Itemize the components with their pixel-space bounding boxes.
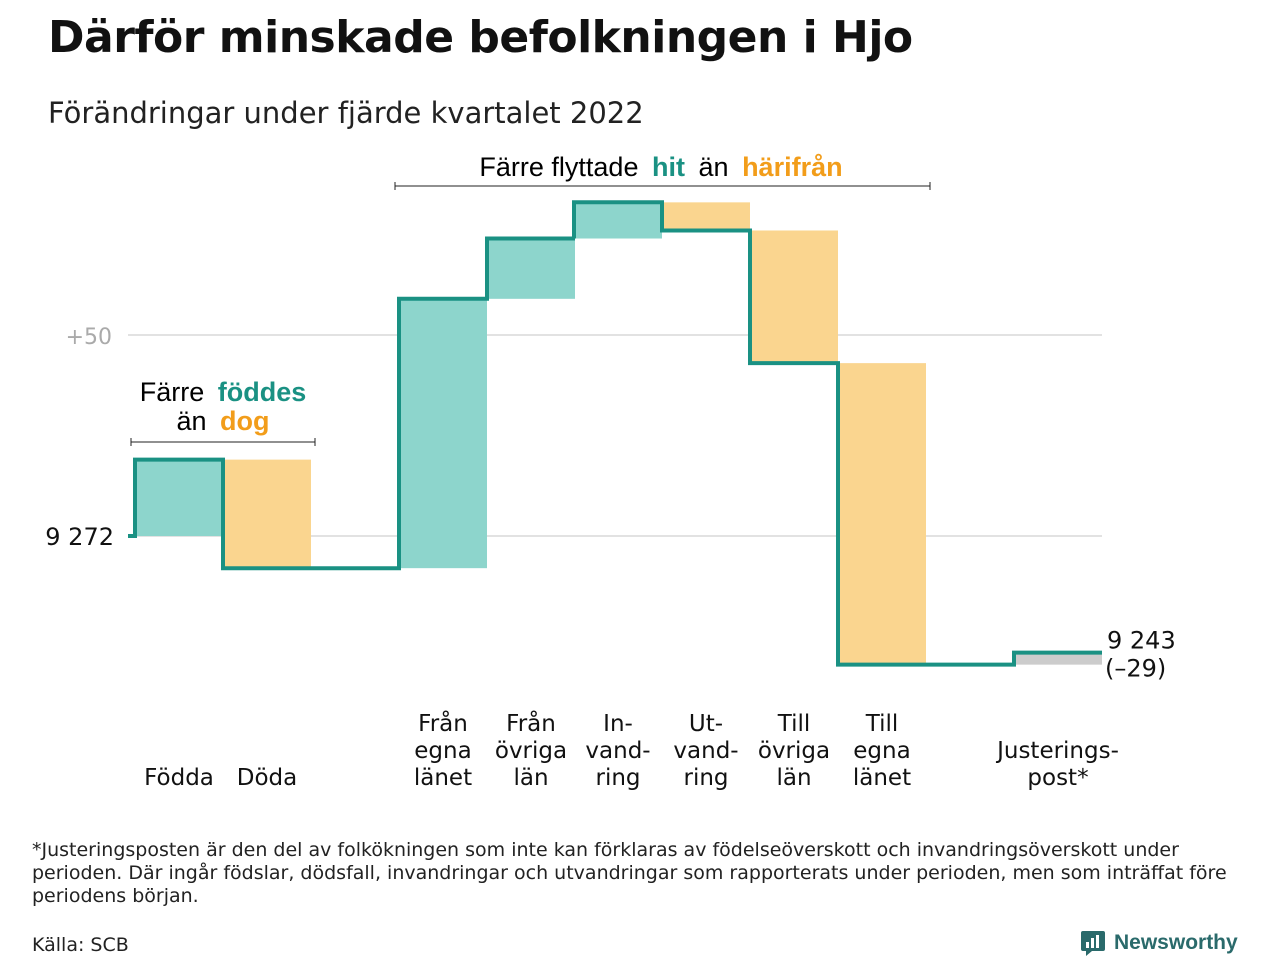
annotation-text: Färre flyttade <box>479 152 638 182</box>
annotation-text: än <box>176 406 206 436</box>
bar-frånövrigalän <box>487 238 575 299</box>
category-label: Till övriga län <box>758 711 830 791</box>
bar-frånegnalänet <box>399 298 487 569</box>
y-tick-label: +50 <box>66 325 112 350</box>
bar-födda <box>135 459 223 536</box>
category-label-line: län <box>513 765 548 791</box>
category-label: Döda <box>237 765 297 791</box>
category-label-line: ring <box>595 765 640 791</box>
category-label: Till egna länet <box>853 711 911 791</box>
category-label-line: Döda <box>237 765 297 791</box>
category-label-line: post* <box>1027 765 1088 791</box>
category-label: Födda <box>144 765 214 791</box>
category-label-line: Ut- <box>689 711 723 737</box>
footnote: *Justeringsposten är den del av folkökni… <box>32 839 1227 907</box>
category-label-line: Till <box>777 711 811 737</box>
category-label: In-vand-ring <box>585 711 650 791</box>
category-label-line: vand- <box>673 738 738 764</box>
category-label-line: län <box>776 765 811 791</box>
annotation-highlight-died: dog <box>220 406 269 436</box>
logo-text: Newsworthy <box>1114 931 1238 954</box>
category-label: Ut-vand-ring <box>673 711 738 791</box>
category-label-line: Justerings- <box>995 738 1119 764</box>
bar-justeringspost <box>1014 652 1102 665</box>
annotation-highlight-harifran: härifrån <box>742 152 843 182</box>
birth-death-bracket <box>130 438 316 446</box>
category-label-line: Till <box>865 711 899 737</box>
chart-subtitle: Förändringar under fjärde kvartalet 2022 <box>48 96 644 130</box>
chart-title: Därför minskade befolkningen i Hjo <box>48 12 913 63</box>
category-label-line: övriga <box>758 738 830 764</box>
annotation-highlight-hit: hit <box>652 152 685 182</box>
category-label-line: länet <box>853 765 911 791</box>
migration-annotation-text: Färre flyttade hit än härifrån <box>479 152 842 182</box>
category-label: Från övriga län <box>495 709 567 791</box>
bar-tillövrigalän <box>750 230 838 364</box>
birth-death-annotation-line2: än dog <box>176 406 269 436</box>
annotation-text: Färre <box>140 377 205 407</box>
category-label-line: egna <box>853 738 910 764</box>
annotation-highlight-born: föddes <box>218 377 307 407</box>
bar-invandring <box>574 202 662 239</box>
source-label: Källa: SCB <box>32 934 129 956</box>
category-label-line: Från <box>418 709 468 737</box>
category-label-line: länet <box>414 765 472 791</box>
migration-annotation: Färre flyttade hit än härifrån <box>394 152 931 190</box>
category-label-line: Födda <box>144 765 214 791</box>
bar-tillegnalänet <box>838 363 926 665</box>
end-change-label: (–29) <box>1105 655 1166 683</box>
end-value-label: 9 243 <box>1107 627 1176 655</box>
newsworthy-logo: Newsworthy <box>1080 929 1238 957</box>
bars-layer <box>135 202 1102 665</box>
birth-death-annotation-line1: Färre föddes <box>140 377 307 407</box>
bar-döda <box>223 459 311 569</box>
line-layer <box>128 200 1102 667</box>
category-label-line: egna <box>414 738 471 764</box>
category-label: Från egna länet <box>414 709 472 791</box>
population-line <box>128 200 1102 667</box>
birth-death-annotation: Färre föddes än dog <box>130 377 316 446</box>
category-label-line: Från <box>506 709 556 737</box>
category-label-line: ring <box>683 765 728 791</box>
category-label: Justerings-post* <box>995 738 1119 791</box>
category-label-line: In- <box>603 711 633 737</box>
start-value-label: 9 272 <box>45 523 114 551</box>
category-label-line: övriga <box>495 738 567 764</box>
category-label-line: vand- <box>585 738 650 764</box>
bar-utvandring <box>662 202 750 231</box>
newsworthy-logo-icon <box>1081 931 1105 956</box>
annotation-text: än <box>699 152 729 182</box>
migration-bracket <box>394 182 931 190</box>
